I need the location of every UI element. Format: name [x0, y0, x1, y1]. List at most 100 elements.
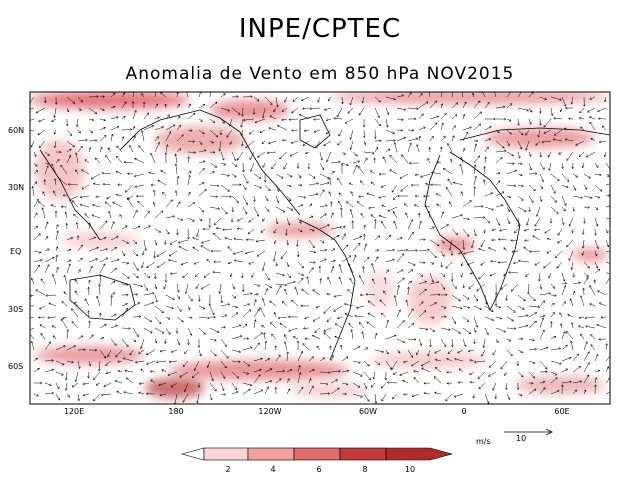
- wind-vector-head: [231, 209, 234, 213]
- wind-vector: [228, 261, 233, 264]
- wind-vector-head: [161, 331, 165, 334]
- wind-vector-head: [336, 114, 340, 118]
- wind-vector: [462, 127, 472, 131]
- wind-vector-head: [136, 268, 139, 272]
- wind-vector: [134, 184, 145, 188]
- wind-vector-head: [393, 294, 397, 298]
- wind-vector: [262, 107, 266, 119]
- wind-vector-head: [248, 388, 251, 392]
- wind-vector: [99, 324, 107, 329]
- wind-vector-head: [74, 301, 77, 305]
- wind-vector-head: [168, 360, 172, 364]
- wind-vector-head: [30, 294, 33, 297]
- wind-vector: [143, 327, 153, 334]
- wind-vector-head: [166, 231, 170, 235]
- wind-vector: [529, 250, 541, 252]
- wind-vector-head: [333, 309, 336, 312]
- wind-vector-head: [458, 368, 462, 371]
- wind-vector: [143, 211, 150, 219]
- wind-vector-head: [313, 250, 317, 254]
- wind-vector: [220, 118, 225, 124]
- wind-vector-head: [176, 175, 180, 179]
- wind-vector: [53, 335, 57, 340]
- wind-vector-head: [549, 221, 553, 224]
- wind-vector: [561, 357, 572, 362]
- wind-vector-head: [503, 273, 506, 277]
- wind-vector-head: [570, 102, 574, 105]
- wind-vector: [68, 183, 79, 186]
- wind-vector: [344, 118, 354, 124]
- wind-vector-head: [62, 194, 66, 197]
- wind-vector: [101, 393, 112, 396]
- wind-vector-head: [575, 175, 579, 178]
- wind-vector-head: [559, 98, 562, 101]
- wind-vector: [286, 217, 290, 226]
- wind-vector-head: [88, 279, 91, 283]
- wind-vector-head: [345, 356, 349, 359]
- wind-vector-head: [72, 144, 75, 148]
- wind-vector-head: [92, 182, 96, 186]
- wind-vector-head: [328, 191, 332, 194]
- wind-vector: [99, 135, 107, 142]
- wind-vector-head: [429, 344, 432, 348]
- wind-vector: [495, 180, 501, 186]
- wind-vector: [473, 175, 477, 186]
- wind-vector: [572, 381, 582, 384]
- wind-vector-head: [346, 201, 349, 204]
- wind-vector: [175, 153, 178, 164]
- wind-vector-head: [509, 131, 512, 135]
- wind-vector: [583, 389, 586, 395]
- wind-vector-head: [347, 111, 350, 114]
- wind-vector-head: [535, 214, 539, 217]
- wind-vector: [187, 113, 196, 120]
- wind-vector-head: [588, 116, 592, 119]
- wind-vector-head: [590, 137, 594, 141]
- wind-vector-head: [258, 374, 261, 377]
- wind-vector-head: [279, 378, 282, 381]
- wind-vector: [481, 349, 486, 357]
- wind-vector-head: [232, 252, 236, 255]
- wind-vector: [561, 206, 566, 212]
- wind-vector-head: [494, 292, 498, 296]
- wind-vector: [329, 345, 332, 351]
- wind-vector-head: [173, 402, 177, 404]
- wind-vector: [312, 335, 321, 340]
- wind-vector-head: [434, 391, 437, 395]
- wind-vector-head: [576, 353, 580, 357]
- wind-vector: [55, 382, 60, 390]
- wind-vector: [55, 393, 61, 401]
- shade-band: [265, 222, 335, 238]
- wind-vector-head: [192, 112, 196, 116]
- wind-vector-head: [229, 274, 233, 278]
- wind-vector-head: [314, 330, 317, 333]
- wind-vector: [288, 118, 299, 120]
- wind-vector: [220, 294, 223, 303]
- wind-vector: [405, 212, 409, 219]
- wind-vector-head: [552, 138, 556, 141]
- wind-vector: [243, 118, 255, 121]
- wind-vector: [256, 250, 266, 257]
- wind-vector: [363, 393, 370, 402]
- wind-vector: [132, 272, 139, 279]
- wind-vector: [176, 283, 179, 293]
- wind-vector-head: [377, 115, 380, 119]
- wind-vector-head: [124, 369, 127, 373]
- wind-vector-head: [537, 305, 541, 309]
- wind-vector: [440, 261, 443, 268]
- wind-vector: [506, 393, 511, 400]
- wind-vector-head: [357, 160, 361, 163]
- wind-vector: [82, 382, 90, 385]
- wind-vector-head: [24, 121, 26, 123]
- wind-vector-head: [559, 362, 562, 365]
- wind-vector: [489, 360, 497, 368]
- wind-vector-head: [408, 161, 412, 165]
- wind-vector: [124, 370, 134, 373]
- wind-vector-head: [365, 157, 368, 161]
- wind-vector: [363, 224, 366, 230]
- wind-vector-head: [84, 298, 88, 302]
- wind-vector-head: [184, 351, 187, 354]
- wind-vector: [88, 334, 94, 340]
- wind-vector-head: [507, 271, 511, 274]
- wind-vector-head: [529, 122, 532, 125]
- wind-vector: [119, 214, 123, 219]
